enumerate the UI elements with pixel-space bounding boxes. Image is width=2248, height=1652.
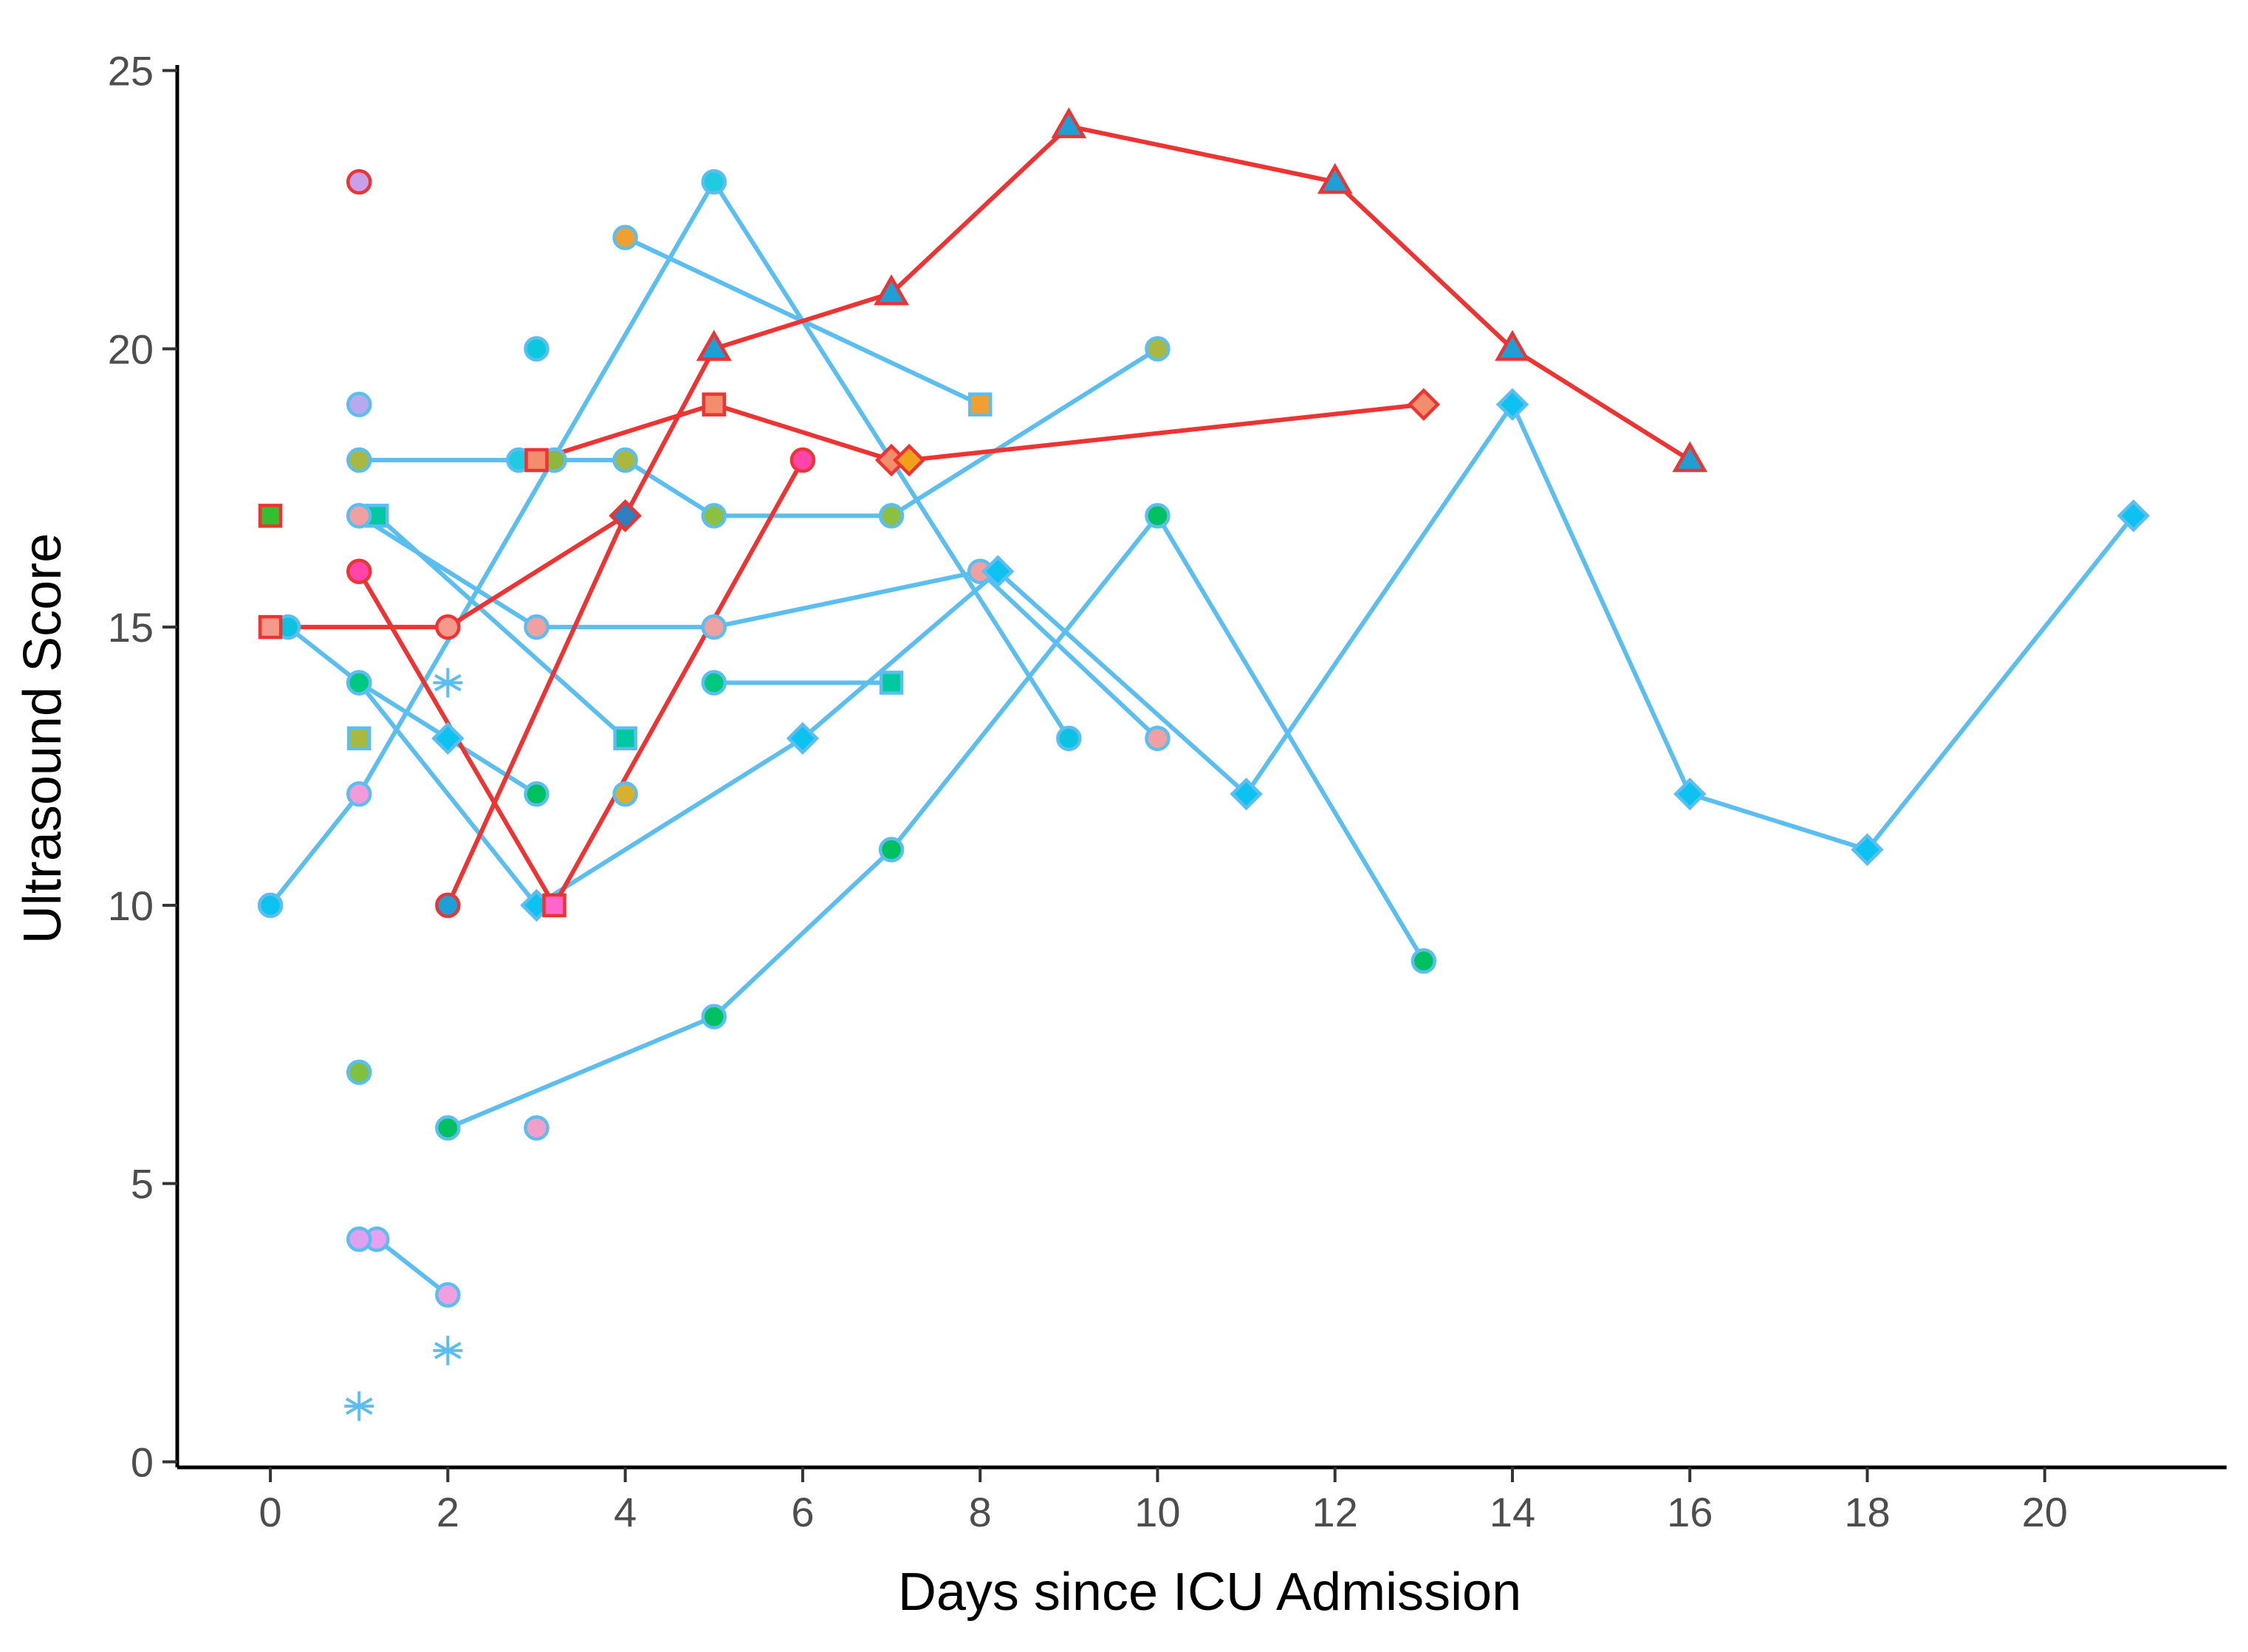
point-circle (701, 614, 727, 640)
y-axis-title: Ultrasound Score (13, 533, 72, 944)
point-square (542, 893, 566, 918)
point-diamond (1851, 833, 1884, 866)
point-circle (1056, 725, 1082, 752)
x-tick-label: 10 (1134, 1489, 1180, 1535)
point-diamond (1407, 388, 1441, 421)
point-diamond (1230, 777, 1263, 811)
point-diamond (609, 499, 642, 532)
point-circle (701, 670, 727, 696)
point-square (347, 726, 371, 751)
series-line-blue (286, 625, 539, 797)
point-asterisk (344, 1391, 374, 1422)
point-triangle (696, 329, 732, 361)
point-circle (1145, 725, 1171, 752)
point-circle (878, 503, 905, 529)
point-diamond (786, 722, 820, 755)
point-circle (701, 169, 727, 195)
x-tick-label: 6 (791, 1489, 814, 1535)
point-circle (346, 1226, 372, 1252)
point-diamond (892, 443, 926, 477)
point-circle (346, 503, 372, 529)
point-diamond (1673, 777, 1707, 811)
point-circle (1145, 336, 1171, 362)
point-circle (346, 670, 372, 696)
x-tick-label: 2 (436, 1489, 459, 1535)
data-points (257, 107, 2151, 1422)
y-tick-label: 15 (108, 604, 154, 651)
point-circle (612, 781, 638, 807)
point-circle (524, 1115, 549, 1141)
x-axis-title: Days since ICU Admission (898, 1563, 1521, 1622)
point-square (613, 726, 637, 751)
point-circle (1411, 948, 1437, 974)
point-square (702, 392, 727, 417)
point-circle (789, 447, 816, 473)
point-triangle (1051, 107, 1087, 139)
point-circle (701, 503, 727, 529)
point-square (258, 504, 283, 528)
x-tick-label: 16 (1667, 1489, 1713, 1535)
point-diamond (431, 722, 465, 755)
x-tick-label: 0 (259, 1489, 282, 1535)
point-triangle (874, 274, 909, 306)
point-triangle (1672, 441, 1708, 473)
x-tick-label: 14 (1490, 1489, 1535, 1535)
y-tick-label: 5 (131, 1161, 154, 1207)
point-circle (435, 1282, 461, 1308)
series-line-blue (357, 513, 1160, 741)
point-circle (257, 892, 284, 919)
point-circle (435, 1115, 461, 1141)
y-tick-label: 25 (108, 48, 154, 95)
point-circle (346, 447, 372, 473)
series-line-red (268, 346, 716, 630)
point-square (524, 448, 549, 473)
axes (175, 65, 2227, 1470)
series-line-red (445, 513, 628, 908)
x-tick-label: 18 (1844, 1489, 1890, 1535)
y-tick-label: 10 (108, 882, 154, 929)
point-circle (878, 837, 905, 863)
point-circle (346, 169, 372, 195)
point-circle (346, 391, 372, 417)
point-circle (346, 558, 372, 584)
x-tick-label: 4 (614, 1489, 637, 1535)
x-tick-label: 8 (969, 1489, 992, 1535)
point-square (365, 504, 389, 528)
series-line-blue (357, 402, 2136, 908)
point-circle (435, 614, 461, 640)
point-diamond (981, 555, 1015, 588)
series-line-blue (374, 1237, 450, 1298)
x-tick-label: 12 (1312, 1489, 1358, 1535)
point-circle (435, 892, 461, 919)
point-triangle (1495, 329, 1530, 361)
series-lines (268, 123, 2136, 1298)
point-circle (346, 781, 372, 807)
point-square (879, 671, 904, 695)
x-tick-label: 20 (2022, 1489, 2068, 1535)
series-line-blue (445, 513, 1426, 1131)
point-asterisk (433, 668, 463, 698)
point-diamond (2117, 499, 2151, 532)
point-circle (346, 1059, 372, 1086)
point-circle (612, 225, 638, 250)
point-square (258, 614, 283, 640)
series-line-blue (357, 346, 1160, 518)
y-tick-label: 20 (108, 326, 154, 372)
point-triangle (1317, 162, 1353, 194)
point-asterisk (433, 1335, 463, 1365)
point-circle (701, 1004, 727, 1029)
point-square (967, 392, 993, 417)
point-circle (524, 336, 549, 362)
series-line-red (711, 123, 1693, 463)
point-circle (612, 447, 638, 473)
point-circle (524, 781, 549, 807)
point-circle (1145, 503, 1171, 529)
tick-marks: 0 2 4 6 8 10 12 14 16 18 20 0 5 10 15 20 25 (108, 48, 2068, 1535)
point-diamond (1495, 388, 1529, 421)
y-tick-label: 0 (131, 1439, 154, 1485)
point-circle (524, 614, 549, 640)
series-line-blue (268, 179, 1072, 908)
